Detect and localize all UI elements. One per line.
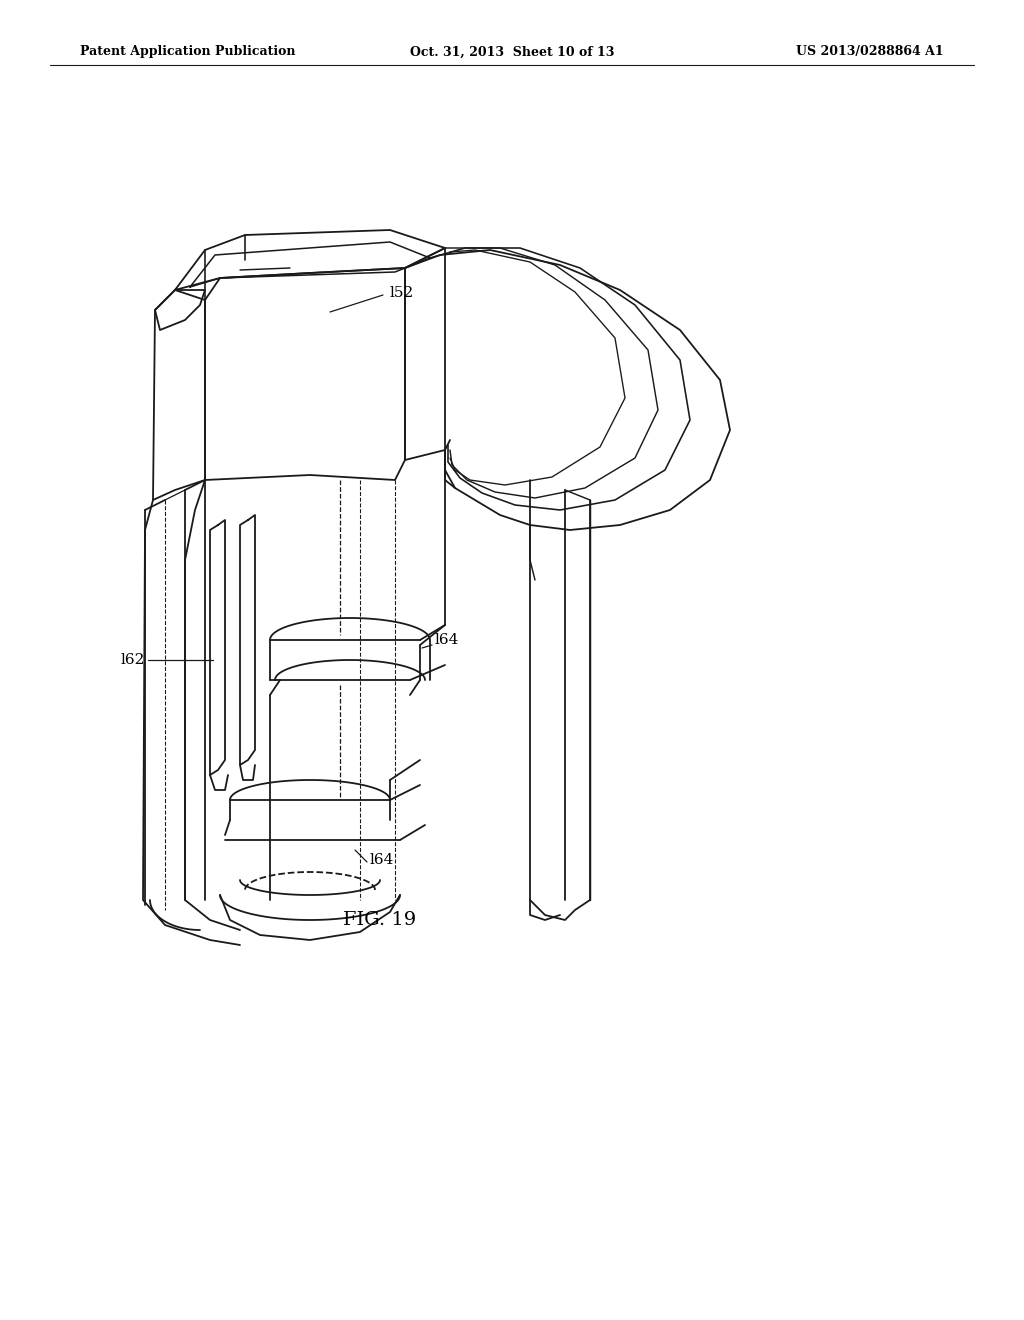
Text: Patent Application Publication: Patent Application Publication: [80, 45, 296, 58]
Text: l64: l64: [370, 853, 394, 867]
Text: US 2013/0288864 A1: US 2013/0288864 A1: [797, 45, 944, 58]
Text: Oct. 31, 2013  Sheet 10 of 13: Oct. 31, 2013 Sheet 10 of 13: [410, 45, 614, 58]
Text: l62: l62: [121, 653, 145, 667]
Text: FIG. 19: FIG. 19: [343, 911, 417, 929]
Text: l52: l52: [390, 286, 415, 300]
Text: l64: l64: [435, 634, 460, 647]
